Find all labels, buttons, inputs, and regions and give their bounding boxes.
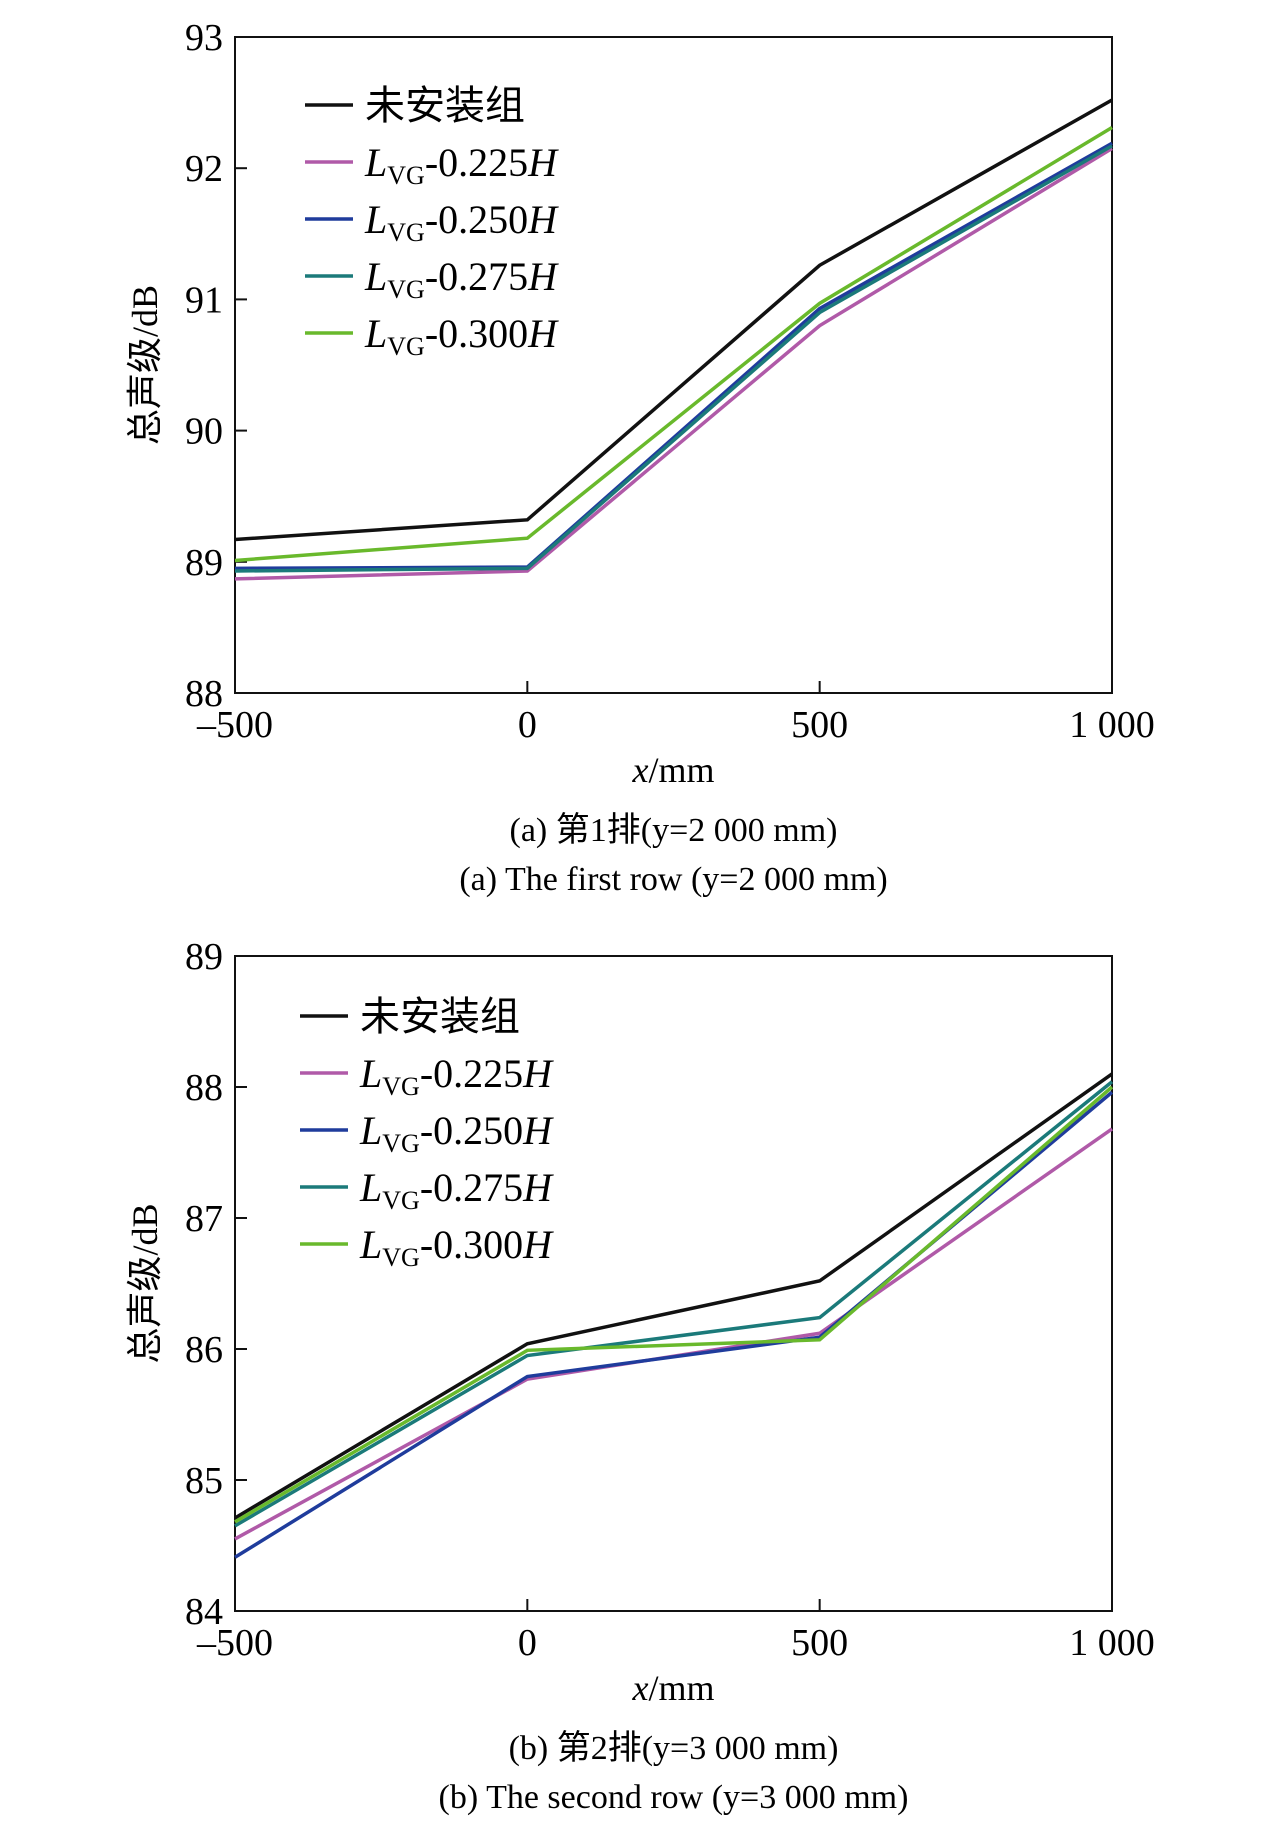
y-tick-label: 84 [185,1591,223,1633]
x-axis-label: x/mm [632,750,715,790]
x-tick-label: 1 000 [1069,704,1155,746]
y-tick-label: 93 [185,17,223,59]
legend-entry-5: LVG-0.300H [359,1222,554,1272]
x-tick-label: 500 [791,704,848,746]
legend-entry-2: LVG-0.225H [359,1051,554,1101]
y-tick-label: 87 [185,1198,223,1240]
caption-chinese: (b) 第2排(y=3 000 mm) [509,1729,839,1767]
legend-entry-1: 未安装组 [360,994,520,1039]
legend-entry-3: LVG-0.250H [364,197,559,247]
x-tick-label: 0 [518,1622,537,1664]
legend-entry-1: 未安装组 [365,83,525,128]
y-tick-label: 92 [185,148,223,190]
y-tick-label: 85 [185,1460,223,1502]
x-axis-label: x/mm [632,1668,715,1708]
series-line-1 [234,1072,1114,1520]
series-line-2 [234,147,1113,581]
x-tick-label: 0 [518,704,537,746]
y-tick-label: 86 [185,1329,223,1371]
x-axis-variable: x [632,1668,649,1708]
y-tick-label: 88 [185,673,223,715]
legend-entry-4: LVG-0.275H [359,1165,554,1215]
y-tick-label: 90 [185,411,223,453]
series-line-3 [234,1090,1114,1559]
x-tick-label: –500 [196,704,273,746]
series-line-5 [234,1085,1114,1524]
series-line-1 [234,98,1113,542]
caption-english: (a) The first row (y=2 000 mm) [459,861,887,898]
legend-entry-4: LVG-0.275H [364,254,559,304]
y-tick-label: 88 [185,1067,223,1109]
legend: 未安装组 LVG-0.225H LVG-0.250H LVG-0.275H LVG-0.… [305,83,559,361]
series-line-3 [234,141,1113,571]
chart-panel-1: 88 89 90 91 92 93 –500 0 500 1 000 x/mm 总声级/dB 未安装组 L… [125,17,1155,898]
chart-panel-2: 84 85 86 87 88 89 –500 0 500 1 000 x/mm 总声级/dB 未安装组 L… [125,936,1155,1816]
y-tick-label: 89 [185,936,223,978]
series-line-4 [234,144,1113,573]
y-axis-label: 总声级/dB [125,1203,165,1363]
caption-chinese: (a) 第1排(y=2 000 mm) [510,811,838,849]
x-axis-variable: x [632,750,649,790]
x-axis-unit: /mm [648,750,714,790]
plot-frame [234,955,1113,1612]
x-axis-unit: /mm [648,1668,714,1708]
y-axis-label: 总声级/dB [125,285,165,445]
legend-entry-3: LVG-0.250H [359,1108,554,1158]
x-tick-label: 1 000 [1069,1622,1155,1664]
y-tick-label: 89 [185,542,223,584]
y-tick-label: 91 [185,279,223,321]
legend-entry-5: LVG-0.300H [364,311,559,361]
caption-english: (b) The second row (y=3 000 mm) [439,1779,909,1816]
legend: 未安装组 LVG-0.225H LVG-0.250H LVG-0.275H LVG-0.… [300,994,554,1272]
x-tick-label: 500 [791,1622,848,1664]
plot-frame [234,36,1113,694]
series-line-4 [234,1080,1114,1528]
legend-entry-2: LVG-0.225H [364,140,559,190]
series-line-5 [234,126,1113,563]
x-tick-label: –500 [196,1622,273,1664]
